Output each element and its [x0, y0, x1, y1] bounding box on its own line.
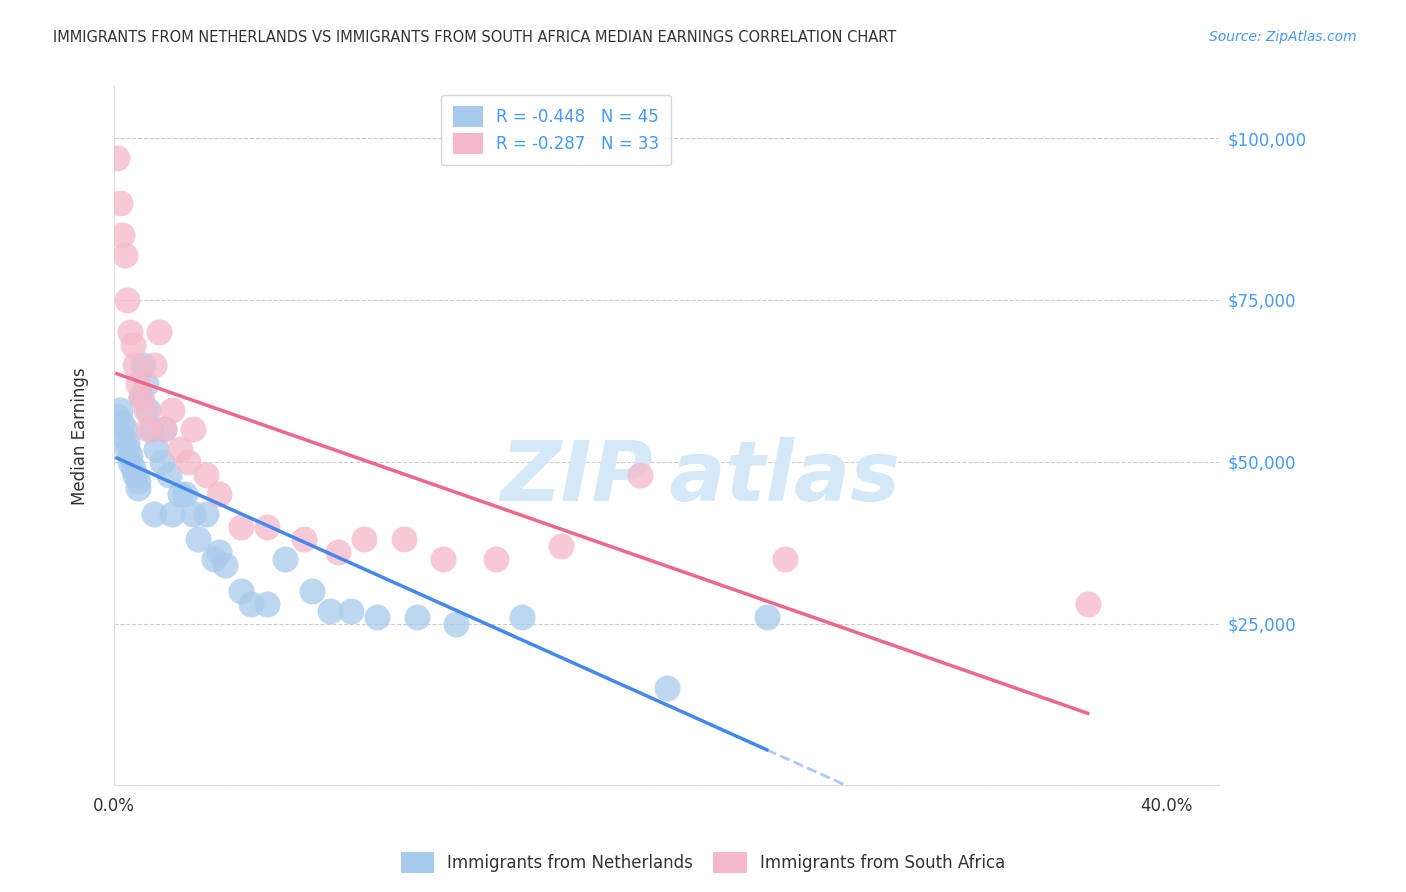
- Point: [202, 552, 225, 566]
- Point: [111, 416, 134, 430]
- Point: [229, 519, 252, 533]
- Point: [124, 467, 146, 482]
- Point: [208, 545, 231, 559]
- Point: [105, 151, 128, 165]
- Point: [510, 610, 533, 624]
- Point: [129, 390, 152, 404]
- Point: [118, 326, 141, 340]
- Point: [169, 442, 191, 456]
- Point: [129, 390, 152, 404]
- Point: [117, 293, 139, 307]
- Point: [301, 584, 323, 599]
- Point: [124, 358, 146, 372]
- Point: [366, 610, 388, 624]
- Y-axis label: Median Earnings: Median Earnings: [72, 368, 89, 505]
- Point: [145, 442, 167, 456]
- Point: [229, 584, 252, 599]
- Legend: Immigrants from Netherlands, Immigrants from South Africa: Immigrants from Netherlands, Immigrants …: [394, 846, 1012, 880]
- Point: [118, 448, 141, 462]
- Point: [127, 474, 149, 488]
- Point: [118, 455, 141, 469]
- Point: [138, 422, 160, 436]
- Point: [432, 552, 454, 566]
- Point: [208, 487, 231, 501]
- Point: [114, 422, 136, 436]
- Point: [655, 681, 678, 696]
- Point: [153, 422, 176, 436]
- Point: [214, 558, 236, 573]
- Point: [142, 358, 165, 372]
- Point: [135, 377, 157, 392]
- Point: [127, 481, 149, 495]
- Point: [353, 533, 375, 547]
- Point: [160, 403, 183, 417]
- Point: [150, 455, 173, 469]
- Point: [117, 442, 139, 456]
- Point: [114, 247, 136, 261]
- Point: [292, 533, 315, 547]
- Point: [1077, 597, 1099, 611]
- Point: [159, 467, 181, 482]
- Point: [392, 533, 415, 547]
- Point: [111, 228, 134, 243]
- Point: [256, 519, 278, 533]
- Point: [174, 487, 197, 501]
- Point: [121, 338, 143, 352]
- Point: [628, 467, 651, 482]
- Point: [181, 422, 204, 436]
- Point: [139, 422, 162, 436]
- Point: [195, 507, 218, 521]
- Point: [117, 435, 139, 450]
- Text: Source: ZipAtlas.com: Source: ZipAtlas.com: [1209, 30, 1357, 45]
- Point: [755, 610, 778, 624]
- Point: [121, 461, 143, 475]
- Point: [111, 429, 134, 443]
- Point: [153, 422, 176, 436]
- Point: [108, 403, 131, 417]
- Point: [181, 507, 204, 521]
- Point: [138, 403, 160, 417]
- Point: [195, 467, 218, 482]
- Point: [148, 326, 170, 340]
- Point: [127, 377, 149, 392]
- Point: [240, 597, 263, 611]
- Point: [485, 552, 508, 566]
- Point: [340, 604, 363, 618]
- Text: ZIP atlas: ZIP atlas: [501, 437, 900, 518]
- Point: [405, 610, 427, 624]
- Point: [444, 616, 467, 631]
- Point: [169, 487, 191, 501]
- Point: [256, 597, 278, 611]
- Text: IMMIGRANTS FROM NETHERLANDS VS IMMIGRANTS FROM SOUTH AFRICA MEDIAN EARNINGS CORR: IMMIGRANTS FROM NETHERLANDS VS IMMIGRANT…: [53, 30, 897, 45]
- Point: [132, 358, 155, 372]
- Point: [160, 507, 183, 521]
- Point: [319, 604, 342, 618]
- Point: [108, 195, 131, 210]
- Point: [187, 533, 209, 547]
- Point: [550, 539, 572, 553]
- Point: [326, 545, 349, 559]
- Legend: R = -0.448   N = 45, R = -0.287   N = 33: R = -0.448 N = 45, R = -0.287 N = 33: [441, 95, 671, 165]
- Point: [274, 552, 297, 566]
- Point: [177, 455, 200, 469]
- Point: [773, 552, 796, 566]
- Point: [105, 409, 128, 424]
- Point: [142, 507, 165, 521]
- Point: [135, 403, 157, 417]
